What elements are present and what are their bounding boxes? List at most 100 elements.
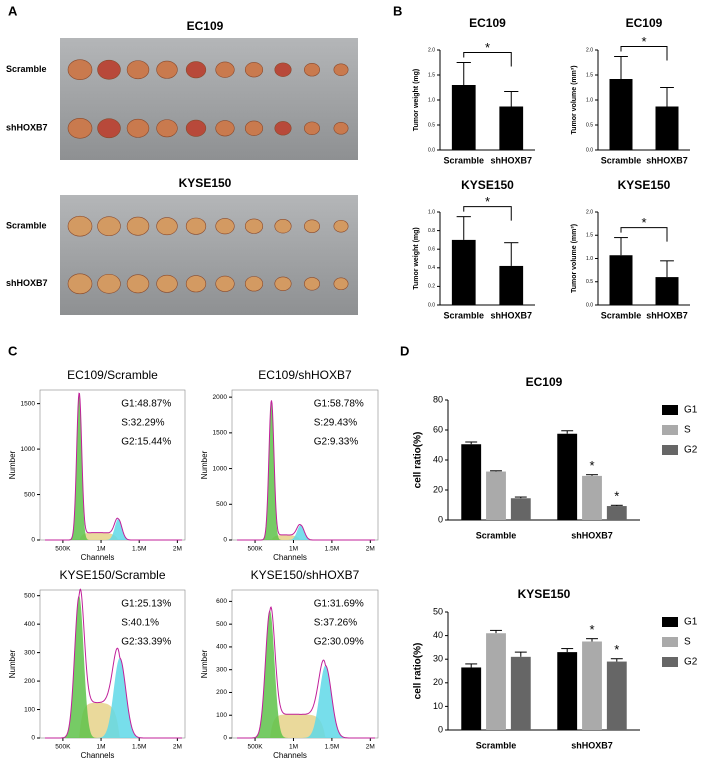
tumor [97,118,121,139]
y-tick-label: 100 [216,712,227,719]
significance-label: * [589,622,594,637]
y-tick-label: 0 [223,735,227,742]
y-tick-label: 0.5 [586,122,593,128]
tumor [156,274,178,293]
panel-label: B [393,3,402,18]
significance-label: * [485,40,490,55]
bar [655,277,679,305]
y-tick-label: 0 [31,537,35,544]
y-tick-label: 40 [433,454,443,464]
y-tick-label: 1.0 [586,256,593,262]
bar [499,106,524,150]
x-tick-label: 2M [173,546,182,553]
y-axis-label: cell ratio(%) [413,432,424,489]
bar [606,506,627,520]
y-tick-label: 50 [433,606,443,616]
stat-label: S:40.1% [121,618,159,629]
y-tick-label: 1000 [21,446,36,453]
tumor [185,119,207,137]
chart-title: EC109/Scramble [67,368,158,382]
trace-g2 [237,525,375,540]
bar [557,433,578,520]
legend-swatch [662,657,678,667]
bar [557,652,578,730]
x-tick-label: shHOXB7 [646,155,688,165]
y-tick-label: 2.0 [586,209,593,215]
x-tick-label: 1M [289,744,298,751]
x-tick-label: 1M [289,546,298,553]
tumor [274,121,292,136]
y-tick-label: 300 [24,649,35,656]
tumor [274,62,292,77]
trace-g1 [237,400,375,540]
x-tick-label: 500K [55,744,71,751]
bar [609,255,633,305]
y-axis-label: Number [200,649,209,678]
tumor [97,216,121,237]
y-axis-label: Tumor weight (mg) [413,69,420,131]
x-axis-label: Channels [273,751,307,760]
chart-title: KYSE150 [461,178,514,192]
tumor [274,219,292,234]
photo-title: EC109 [187,19,224,33]
significance-label: * [485,194,490,209]
tumor [244,218,264,234]
y-tick-label: 1500 [21,400,36,407]
tumor [126,118,150,138]
x-tick-label: shHOXB7 [571,530,613,540]
y-tick-label: 1.0 [428,97,435,103]
chart-title: KYSE150/Scramble [59,568,165,582]
significance-bracket [463,206,512,221]
tumor [244,276,264,292]
y-tick-label: 40 [433,630,443,640]
y-tick-label: 500 [24,491,35,498]
y-tick-label: 2.0 [428,47,435,53]
panel-label: A [8,3,18,18]
y-tick-label: 1.5 [586,233,593,239]
stat-label: G2:30.09% [314,637,364,648]
tumor [97,59,121,80]
y-tick-label: 80 [433,394,443,404]
legend-label: G1 [684,405,698,416]
x-tick-label: Scramble [601,155,642,165]
y-tick-label: 1.0 [428,209,435,215]
bar [609,79,633,150]
y-tick-label: 2.0 [586,47,593,53]
trace-outline [237,606,375,739]
y-tick-label: 400 [24,621,35,628]
tumor [215,275,235,292]
trace-outline [237,400,375,541]
y-tick-label: 1.5 [586,72,593,78]
trace-g2 [45,658,182,738]
x-tick-label: Scramble [476,530,517,540]
y-tick-label: 1.5 [428,72,435,78]
x-tick-label: 500K [247,744,263,751]
x-tick-label: shHOXB7 [646,310,688,320]
bar [451,85,476,150]
bar [606,661,627,730]
y-tick-label: 0 [223,537,227,544]
tumor [304,219,320,233]
y-tick-label: 400 [216,644,227,651]
y-tick-label: 600 [216,598,227,605]
stat-label: G2:15.44% [121,437,171,448]
stat-label: G1:48.87% [121,399,171,410]
chart-title: KYSE150 [518,587,571,601]
legend-swatch [662,617,678,627]
significance-bracket [463,52,512,67]
tumor [304,63,320,77]
stat-label: S:29.43% [314,418,357,429]
y-tick-label: 500 [216,621,227,628]
chart-title: KYSE150/shHOXB7 [251,568,360,582]
legend-label: G2 [684,445,698,456]
bar [582,641,602,730]
x-tick-label: 1.5M [132,546,146,553]
panel-label: C [8,343,18,358]
chart-title: EC109 [469,16,506,30]
tumor [126,274,150,294]
bar [655,106,679,150]
x-tick-label: Scramble [443,310,484,320]
x-tick-label: shHOXB7 [571,740,613,750]
y-tick-label: 1000 [213,465,228,472]
